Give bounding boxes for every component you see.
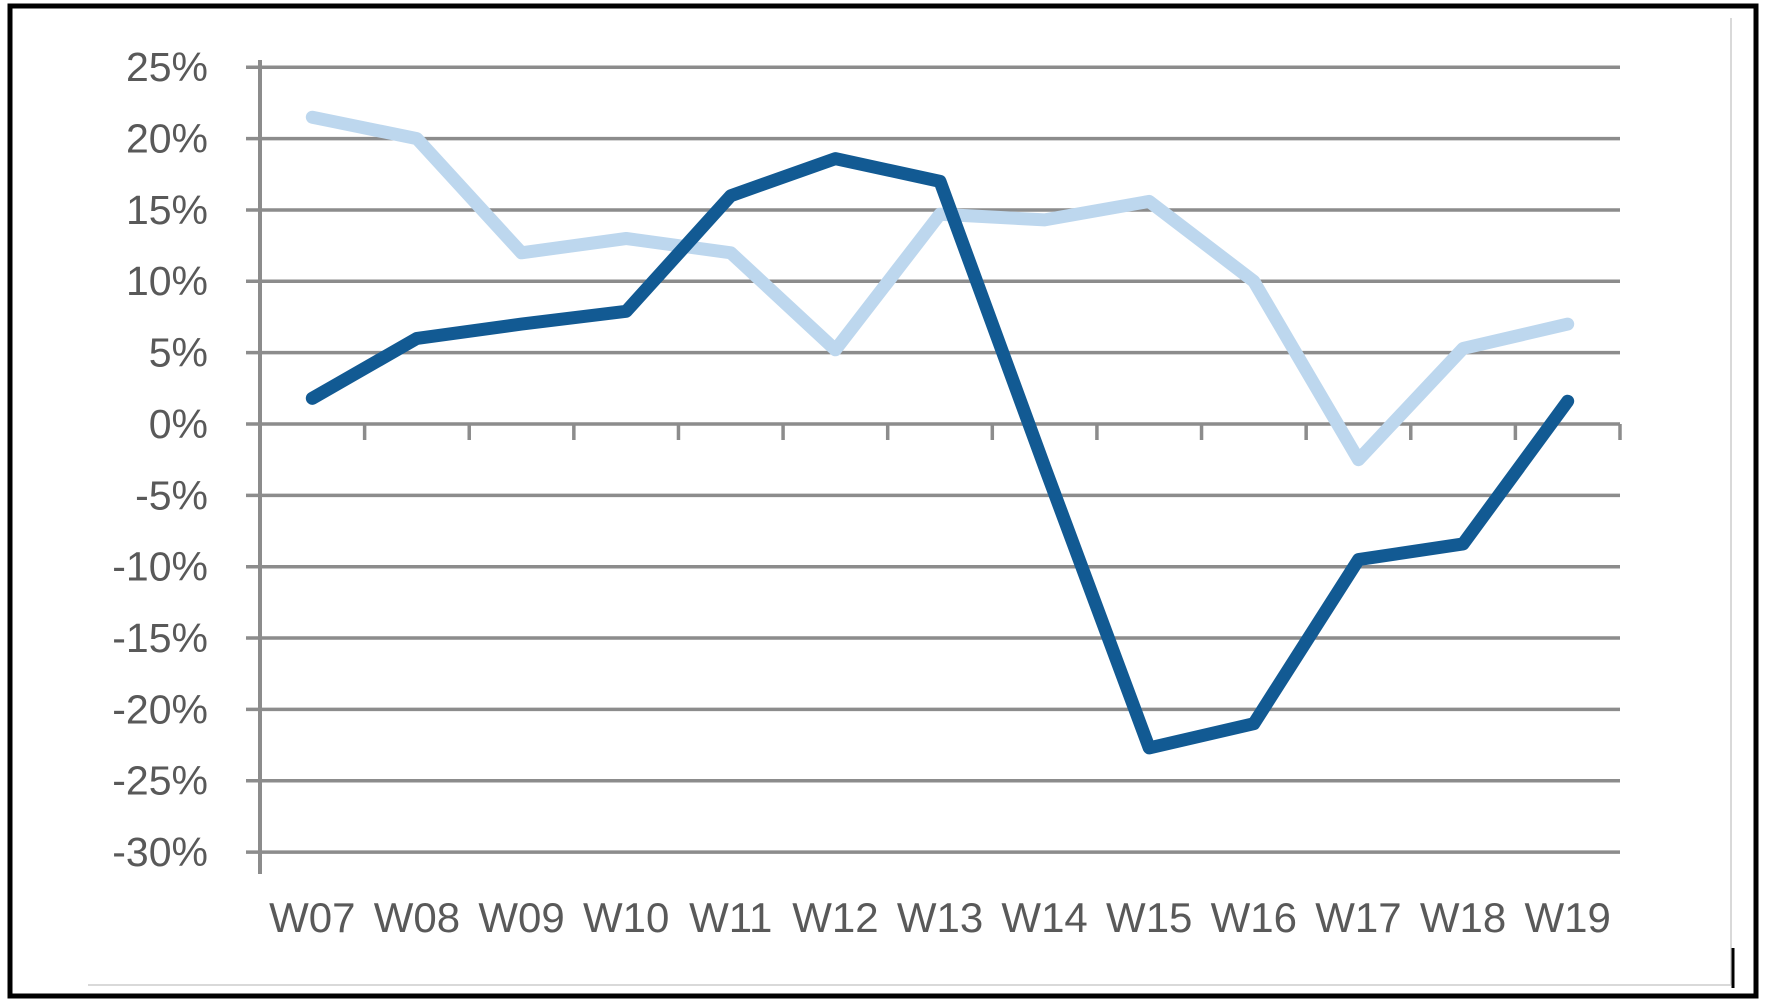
x-tick-label-W09: W09 xyxy=(478,894,564,941)
x-tick-label-W19: W19 xyxy=(1525,894,1611,941)
x-tick-label-W18: W18 xyxy=(1420,894,1506,941)
x-tick-label-W12: W12 xyxy=(792,894,878,941)
y-tick-label--30: -30% xyxy=(112,829,208,875)
y-tick-label--10: -10% xyxy=(112,544,208,590)
y-tick-label-15: 15% xyxy=(126,187,208,233)
y-tick-label-10: 10% xyxy=(126,258,208,304)
y-tick-label-25: 25% xyxy=(126,44,208,90)
x-tick-label-W14: W14 xyxy=(1001,894,1087,941)
series-line-dark-blue-series xyxy=(305,152,1575,755)
y-tick-label--5: -5% xyxy=(135,472,208,518)
x-tick-label-W17: W17 xyxy=(1315,894,1401,941)
y-tick-label-0: 0% xyxy=(149,401,208,447)
y-tick-label-20: 20% xyxy=(126,116,208,162)
x-tick-label-W16: W16 xyxy=(1211,894,1297,941)
y-tick-label--15: -15% xyxy=(112,615,208,661)
series-line-light-blue-series xyxy=(305,110,1575,467)
x-tick-label-W10: W10 xyxy=(583,894,669,941)
y-tick-label--20: -20% xyxy=(112,686,208,732)
y-tick-label--25: -25% xyxy=(112,758,208,804)
x-tick-label-W11: W11 xyxy=(689,894,772,941)
x-tick-label-W15: W15 xyxy=(1106,894,1192,941)
x-tick-label-W13: W13 xyxy=(897,894,983,941)
x-tick-label-W07: W07 xyxy=(269,894,355,941)
outer-border xyxy=(7,3,1759,999)
x-tick-label-W08: W08 xyxy=(374,894,460,941)
y-tick-label-5: 5% xyxy=(149,330,208,376)
